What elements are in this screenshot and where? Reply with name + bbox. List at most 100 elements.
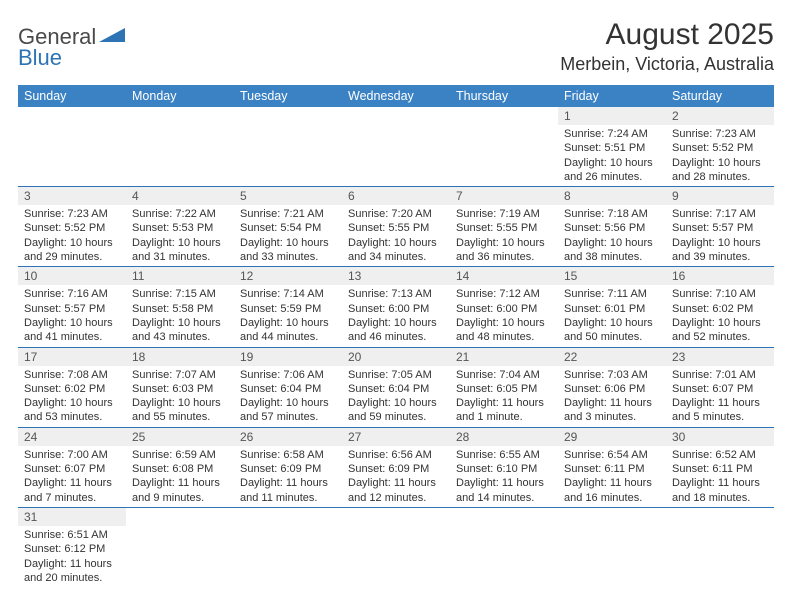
sunrise-text: Sunrise: 7:00 AM xyxy=(24,448,120,462)
day-info: Sunrise: 6:56 AMSunset: 6:09 PMDaylight:… xyxy=(342,446,450,507)
sunrise-text: Sunrise: 7:19 AM xyxy=(456,207,552,221)
day-number: 15 xyxy=(558,267,666,285)
header: General August 2025 Merbein, Victoria, A… xyxy=(18,18,774,75)
day-number: 5 xyxy=(234,187,342,205)
calendar-row: 24Sunrise: 7:00 AMSunset: 6:07 PMDayligh… xyxy=(18,427,774,507)
day-number: 19 xyxy=(234,348,342,366)
calendar-row: 3Sunrise: 7:23 AMSunset: 5:52 PMDaylight… xyxy=(18,187,774,267)
day-number xyxy=(234,508,342,526)
weekday-header: Tuesday xyxy=(234,85,342,107)
day-info: Sunrise: 7:24 AMSunset: 5:51 PMDaylight:… xyxy=(558,125,666,186)
sunrise-text: Sunrise: 7:13 AM xyxy=(348,287,444,301)
sunrise-text: Sunrise: 6:55 AM xyxy=(456,448,552,462)
logo-part2: Blue xyxy=(18,45,62,70)
calendar-cell: 30Sunrise: 6:52 AMSunset: 6:11 PMDayligh… xyxy=(666,427,774,507)
calendar-cell: 8Sunrise: 7:18 AMSunset: 5:56 PMDaylight… xyxy=(558,187,666,267)
sunset-text: Sunset: 6:02 PM xyxy=(672,302,768,316)
day-info: Sunrise: 7:11 AMSunset: 6:01 PMDaylight:… xyxy=(558,285,666,346)
day-number xyxy=(18,107,126,125)
day-number: 8 xyxy=(558,187,666,205)
calendar-cell: 20Sunrise: 7:05 AMSunset: 6:04 PMDayligh… xyxy=(342,347,450,427)
calendar-cell: 19Sunrise: 7:06 AMSunset: 6:04 PMDayligh… xyxy=(234,347,342,427)
day-number: 7 xyxy=(450,187,558,205)
sunrise-text: Sunrise: 7:18 AM xyxy=(564,207,660,221)
sunset-text: Sunset: 5:58 PM xyxy=(132,302,228,316)
sunrise-text: Sunrise: 6:58 AM xyxy=(240,448,336,462)
sunset-text: Sunset: 5:59 PM xyxy=(240,302,336,316)
daylight-text: Daylight: 10 hours and 48 minutes. xyxy=(456,316,552,345)
sunset-text: Sunset: 5:51 PM xyxy=(564,141,660,155)
sunrise-text: Sunrise: 7:01 AM xyxy=(672,368,768,382)
day-number: 14 xyxy=(450,267,558,285)
weekday-header-row: Sunday Monday Tuesday Wednesday Thursday… xyxy=(18,85,774,107)
day-number: 1 xyxy=(558,107,666,125)
sunrise-text: Sunrise: 7:16 AM xyxy=(24,287,120,301)
daylight-text: Daylight: 10 hours and 36 minutes. xyxy=(456,236,552,265)
calendar-cell: 26Sunrise: 6:58 AMSunset: 6:09 PMDayligh… xyxy=(234,427,342,507)
sunrise-text: Sunrise: 7:03 AM xyxy=(564,368,660,382)
weekday-header: Thursday xyxy=(450,85,558,107)
sunrise-text: Sunrise: 7:11 AM xyxy=(564,287,660,301)
day-info: Sunrise: 7:14 AMSunset: 5:59 PMDaylight:… xyxy=(234,285,342,346)
day-number: 25 xyxy=(126,428,234,446)
day-number: 4 xyxy=(126,187,234,205)
calendar-cell: 29Sunrise: 6:54 AMSunset: 6:11 PMDayligh… xyxy=(558,427,666,507)
daylight-text: Daylight: 10 hours and 57 minutes. xyxy=(240,396,336,425)
daylight-text: Daylight: 10 hours and 50 minutes. xyxy=(564,316,660,345)
daylight-text: Daylight: 11 hours and 20 minutes. xyxy=(24,557,120,586)
calendar-cell: 14Sunrise: 7:12 AMSunset: 6:00 PMDayligh… xyxy=(450,267,558,347)
sunrise-text: Sunrise: 7:05 AM xyxy=(348,368,444,382)
daylight-text: Daylight: 10 hours and 39 minutes. xyxy=(672,236,768,265)
day-info: Sunrise: 7:03 AMSunset: 6:06 PMDaylight:… xyxy=(558,366,666,427)
day-number: 26 xyxy=(234,428,342,446)
daylight-text: Daylight: 10 hours and 55 minutes. xyxy=(132,396,228,425)
calendar-row: 1Sunrise: 7:24 AMSunset: 5:51 PMDaylight… xyxy=(18,107,774,187)
calendar-cell xyxy=(666,507,774,587)
sunset-text: Sunset: 6:07 PM xyxy=(672,382,768,396)
day-number xyxy=(558,508,666,526)
weekday-header: Saturday xyxy=(666,85,774,107)
day-info: Sunrise: 6:52 AMSunset: 6:11 PMDaylight:… xyxy=(666,446,774,507)
day-info: Sunrise: 7:22 AMSunset: 5:53 PMDaylight:… xyxy=(126,205,234,266)
day-info: Sunrise: 7:01 AMSunset: 6:07 PMDaylight:… xyxy=(666,366,774,427)
calendar-cell: 22Sunrise: 7:03 AMSunset: 6:06 PMDayligh… xyxy=(558,347,666,427)
calendar-cell: 3Sunrise: 7:23 AMSunset: 5:52 PMDaylight… xyxy=(18,187,126,267)
calendar-cell xyxy=(126,507,234,587)
day-info: Sunrise: 7:18 AMSunset: 5:56 PMDaylight:… xyxy=(558,205,666,266)
day-number xyxy=(666,508,774,526)
day-info: Sunrise: 7:00 AMSunset: 6:07 PMDaylight:… xyxy=(18,446,126,507)
sunset-text: Sunset: 5:57 PM xyxy=(672,221,768,235)
daylight-text: Daylight: 11 hours and 9 minutes. xyxy=(132,476,228,505)
sunrise-text: Sunrise: 6:52 AM xyxy=(672,448,768,462)
sunrise-text: Sunrise: 7:10 AM xyxy=(672,287,768,301)
sunrise-text: Sunrise: 6:51 AM xyxy=(24,528,120,542)
sunset-text: Sunset: 6:06 PM xyxy=(564,382,660,396)
day-info: Sunrise: 7:07 AMSunset: 6:03 PMDaylight:… xyxy=(126,366,234,427)
calendar-cell: 24Sunrise: 7:00 AMSunset: 6:07 PMDayligh… xyxy=(18,427,126,507)
calendar-cell: 7 Sunrise: 7:19 AMSunset: 5:55 PMDaylight… xyxy=(450,187,558,267)
sunrise-text: Sunrise: 7:07 AM xyxy=(132,368,228,382)
weekday-header: Sunday xyxy=(18,85,126,107)
day-number xyxy=(342,107,450,125)
calendar-cell: 27Sunrise: 6:56 AMSunset: 6:09 PMDayligh… xyxy=(342,427,450,507)
calendar-cell: 12Sunrise: 7:14 AMSunset: 5:59 PMDayligh… xyxy=(234,267,342,347)
day-info: Sunrise: 7:13 AMSunset: 6:00 PMDaylight:… xyxy=(342,285,450,346)
daylight-text: Daylight: 10 hours and 44 minutes. xyxy=(240,316,336,345)
page-title: August 2025 xyxy=(560,18,774,52)
sunset-text: Sunset: 5:53 PM xyxy=(132,221,228,235)
sunset-text: Sunset: 5:55 PM xyxy=(456,221,552,235)
sunrise-text: Sunrise: 7:22 AM xyxy=(132,207,228,221)
sunrise-text: Sunrise: 7:21 AM xyxy=(240,207,336,221)
day-info: Sunrise: 7:08 AMSunset: 6:02 PMDaylight:… xyxy=(18,366,126,427)
daylight-text: Daylight: 10 hours and 46 minutes. xyxy=(348,316,444,345)
day-number: 16 xyxy=(666,267,774,285)
sunrise-text: Sunrise: 7:17 AM xyxy=(672,207,768,221)
daylight-text: Daylight: 11 hours and 14 minutes. xyxy=(456,476,552,505)
weekday-header: Wednesday xyxy=(342,85,450,107)
day-number: 30 xyxy=(666,428,774,446)
daylight-text: Daylight: 11 hours and 7 minutes. xyxy=(24,476,120,505)
calendar-cell xyxy=(342,107,450,187)
day-info: Sunrise: 7:21 AMSunset: 5:54 PMDaylight:… xyxy=(234,205,342,266)
day-number xyxy=(342,508,450,526)
day-info: Sunrise: 7:12 AMSunset: 6:00 PMDaylight:… xyxy=(450,285,558,346)
